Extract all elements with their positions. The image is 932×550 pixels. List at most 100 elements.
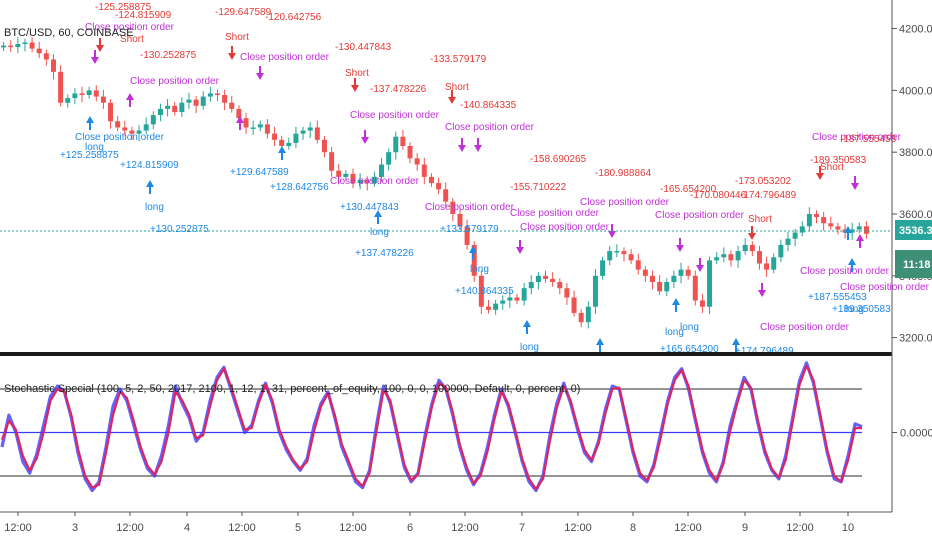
annotation-label: long bbox=[845, 304, 864, 315]
time-axis[interactable]: 12:00 3 12:00 4 12:00 5 12:00 6 12:00 7 12:00 8 12:0… bbox=[4, 512, 854, 534]
candle-body bbox=[143, 124, 149, 131]
candle-body bbox=[514, 297, 520, 301]
candle-body bbox=[671, 275, 677, 282]
arrow-up-icon bbox=[146, 180, 154, 187]
candle-body bbox=[678, 269, 684, 276]
price-pane[interactable] bbox=[0, 0, 892, 352]
annotation-label: +140.864335 bbox=[455, 286, 514, 297]
time-tick-label: 12:00 bbox=[674, 522, 702, 534]
annotation-label: -155.710222 bbox=[510, 182, 567, 193]
candle-body bbox=[657, 282, 663, 292]
time-tick-label: 9 bbox=[742, 522, 748, 534]
candle-body bbox=[749, 244, 755, 252]
annotation-label: -158.690265 bbox=[530, 154, 587, 165]
annotation-label: -180.988864 bbox=[595, 168, 652, 179]
candle-body bbox=[571, 297, 577, 313]
candle-body bbox=[692, 275, 698, 301]
arrow-down-icon bbox=[758, 290, 766, 297]
candle-body bbox=[93, 90, 99, 97]
arrow-up-icon bbox=[86, 116, 94, 123]
time-tick-label: 12:00 bbox=[339, 522, 367, 534]
candle-body bbox=[799, 226, 805, 233]
price-tick-label: 3200.00 bbox=[899, 333, 932, 345]
annotation-label: Short bbox=[820, 162, 844, 173]
annotation-label: -125.258875 bbox=[95, 2, 152, 13]
stoch-scale[interactable]: 0.0000 bbox=[892, 428, 932, 440]
candle-body bbox=[735, 251, 741, 261]
candle-body bbox=[764, 263, 770, 270]
candle-body bbox=[15, 44, 21, 48]
candle-body bbox=[165, 105, 171, 109]
stoch-pane[interactable] bbox=[0, 356, 892, 512]
candle-body bbox=[200, 96, 206, 106]
arrow-down-icon bbox=[516, 247, 524, 254]
candle-body bbox=[343, 173, 349, 177]
candle-body bbox=[621, 251, 627, 255]
annotation-label: +128.642756 bbox=[270, 182, 329, 193]
arrow-up-icon bbox=[374, 210, 382, 217]
candle-body bbox=[407, 146, 413, 159]
candle-body bbox=[371, 176, 377, 184]
candle-body bbox=[778, 244, 784, 258]
annotation-label: long bbox=[470, 264, 489, 275]
stoch-d-line bbox=[0, 364, 862, 491]
candle-body bbox=[293, 133, 299, 143]
annotation-label: long bbox=[145, 202, 164, 213]
price-scale[interactable]: 4200.004000.003800.003600.003400.003200.… bbox=[892, 24, 932, 345]
candle-body bbox=[22, 42, 28, 44]
arrow-down-icon bbox=[458, 145, 466, 152]
arrow-up-icon bbox=[469, 246, 477, 253]
arrow-down-icon bbox=[696, 265, 704, 272]
last-price-badge bbox=[895, 220, 932, 240]
candle-body bbox=[863, 226, 869, 234]
candle-body bbox=[485, 306, 491, 310]
time-tick-label: 10 bbox=[842, 522, 854, 534]
candle-body bbox=[108, 102, 114, 122]
pane-separator[interactable] bbox=[0, 352, 892, 356]
arrow-down-icon bbox=[96, 45, 104, 52]
candle-body bbox=[707, 260, 713, 307]
candle-body bbox=[592, 275, 598, 307]
countdown-badge bbox=[895, 250, 932, 278]
annotation-label: +129.647589 bbox=[230, 167, 289, 178]
candle-body bbox=[229, 102, 235, 109]
candle-body bbox=[714, 257, 720, 261]
countdown-text: 11:18 bbox=[903, 259, 931, 271]
candle-body bbox=[122, 127, 128, 131]
candle-body bbox=[350, 173, 356, 184]
candle-body bbox=[43, 53, 49, 60]
annotation-label: -173.053202 bbox=[735, 176, 792, 187]
annotation-label: -187.555453 bbox=[840, 134, 897, 145]
arrow-down-icon bbox=[676, 245, 684, 252]
candle-body bbox=[29, 42, 35, 49]
candle-body bbox=[250, 127, 256, 129]
candle-body bbox=[664, 282, 670, 292]
candle-body bbox=[50, 59, 56, 72]
candle-body bbox=[357, 180, 363, 184]
time-tick-label: 7 bbox=[519, 522, 525, 534]
annotation-label: +189.350583 bbox=[832, 304, 891, 315]
annotation-label: -120.642756 bbox=[265, 12, 322, 23]
candle-body bbox=[236, 108, 242, 119]
candle-body bbox=[635, 260, 641, 270]
annotation-label: long bbox=[85, 142, 104, 153]
candle-body bbox=[721, 254, 727, 258]
annotation-label: Close position order bbox=[330, 176, 420, 187]
last-price-text: 3536.37 bbox=[899, 225, 932, 237]
annotation-label: Short bbox=[345, 68, 369, 79]
candle-body bbox=[528, 282, 534, 289]
arrow-down-icon bbox=[816, 173, 824, 180]
annotation-label: -189.350583 bbox=[810, 155, 867, 166]
time-tick-label: 12:00 bbox=[4, 522, 32, 534]
annotation-label: +137.478226 bbox=[355, 248, 414, 259]
annotation-label: long bbox=[370, 227, 389, 238]
time-tick-label: 12:00 bbox=[451, 522, 479, 534]
candle-body bbox=[58, 71, 64, 103]
candle-body bbox=[264, 124, 270, 134]
candle-body bbox=[756, 251, 762, 264]
candle-body bbox=[393, 136, 399, 153]
candle-body bbox=[607, 251, 613, 261]
